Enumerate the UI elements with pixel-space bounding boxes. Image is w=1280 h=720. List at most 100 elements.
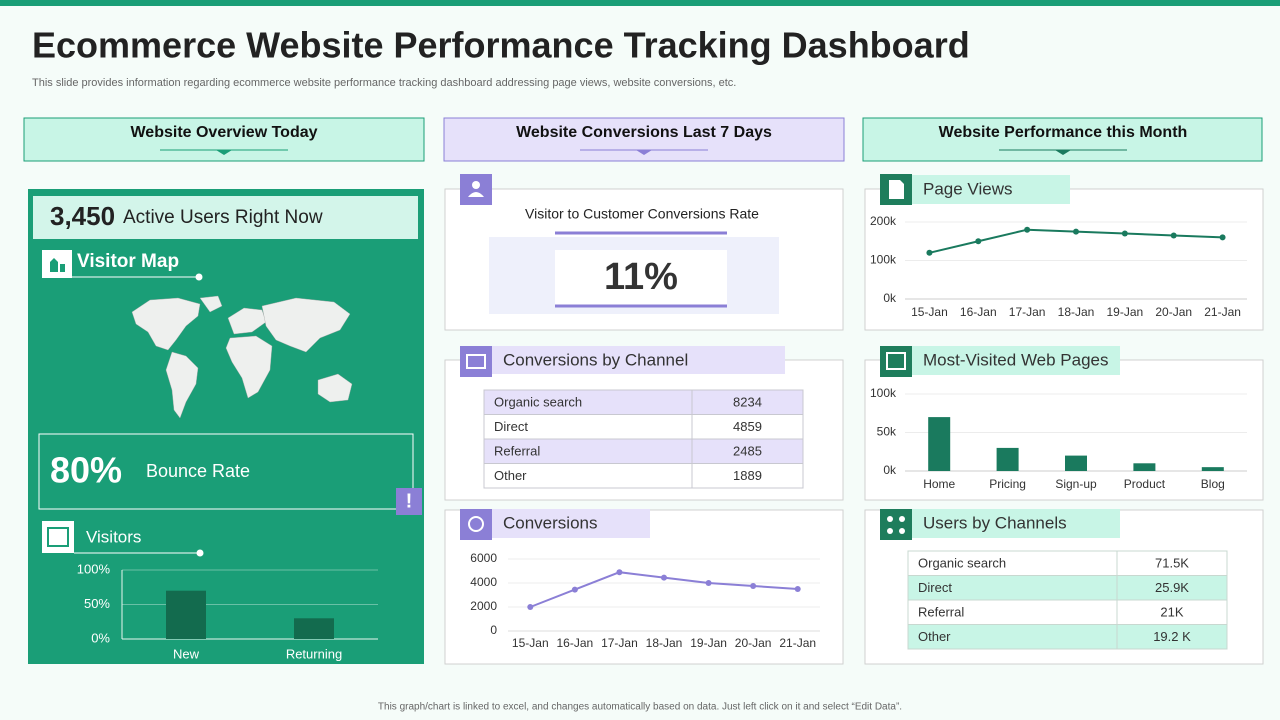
africa bbox=[225, 335, 273, 399]
x-tick-label: 19-Jan bbox=[690, 636, 727, 650]
table-cell: 19.2 K bbox=[1153, 629, 1191, 644]
label-box bbox=[912, 346, 1120, 375]
table-cell: Organic search bbox=[494, 395, 582, 410]
x-tick-label: Product bbox=[1124, 477, 1166, 491]
table-row bbox=[483, 414, 804, 440]
x-tick-label: 16-Jan bbox=[960, 305, 997, 319]
table-cell: 8234 bbox=[733, 395, 762, 410]
icon-glyph bbox=[468, 516, 484, 532]
panel-icon bbox=[880, 509, 912, 540]
y-tick-label: 0 bbox=[490, 623, 497, 637]
table-cell: Direct bbox=[494, 419, 528, 434]
y-tick-label: 0k bbox=[883, 291, 897, 305]
icon-glyph bbox=[899, 528, 905, 534]
top-bar bbox=[0, 0, 1280, 6]
x-tick-label: 18-Jan bbox=[1058, 305, 1095, 319]
table-cell: 71.5K bbox=[1155, 556, 1189, 571]
table-cell: Referral bbox=[494, 444, 540, 459]
icon-glyph bbox=[889, 180, 904, 199]
x-tick-label: 20-Jan bbox=[735, 636, 772, 650]
bar bbox=[1133, 463, 1156, 471]
panel-title: Conversions by Channel bbox=[503, 350, 688, 369]
underline-dot bbox=[195, 273, 203, 281]
x-tick-label: 20-Jan bbox=[1155, 305, 1192, 319]
table-cell: 4859 bbox=[733, 419, 762, 434]
x-tick-label: Blog bbox=[1201, 477, 1225, 491]
panel-title: Users by Channels bbox=[923, 513, 1067, 532]
bar bbox=[1065, 455, 1087, 471]
icon-glyph bbox=[472, 181, 480, 189]
title: Ecommerce Website Performance Tracking D… bbox=[32, 25, 970, 66]
point bbox=[1121, 230, 1128, 237]
section-title: Website Performance this Month bbox=[939, 124, 1188, 141]
table-row bbox=[483, 463, 804, 489]
rate-value: 11% bbox=[604, 256, 678, 298]
point bbox=[705, 580, 712, 586]
overview-panel bbox=[28, 189, 424, 664]
panel-title: Most-Visited Web Pages bbox=[923, 350, 1109, 369]
australia bbox=[317, 373, 353, 403]
pointer bbox=[636, 150, 652, 155]
subtitle: This slide provides information regardin… bbox=[32, 77, 736, 89]
section-header: Website Overview Today bbox=[23, 117, 425, 162]
bar bbox=[1201, 467, 1224, 471]
label-box bbox=[912, 509, 1120, 538]
alert-badge bbox=[396, 488, 422, 515]
panel-title: Page Views bbox=[923, 179, 1012, 198]
point bbox=[1170, 232, 1177, 239]
pointer bbox=[1055, 150, 1071, 155]
label-box bbox=[912, 175, 1070, 204]
icon-glyph bbox=[886, 352, 906, 370]
table-cell: 25.9K bbox=[1155, 580, 1189, 595]
icon-glyph bbox=[887, 528, 893, 534]
point bbox=[750, 583, 757, 589]
table-cell: 21K bbox=[1160, 605, 1183, 620]
y-tick-label: 6000 bbox=[470, 551, 497, 565]
label-box bbox=[492, 509, 650, 538]
underline-dot bbox=[196, 549, 204, 557]
x-tick-label: 17-Jan bbox=[601, 636, 638, 650]
table-row bbox=[907, 599, 1228, 625]
y-tick-label: 2000 bbox=[470, 599, 497, 613]
panel bbox=[864, 188, 1264, 331]
y-tick-label: 200k bbox=[870, 214, 897, 228]
bounce-box bbox=[38, 433, 414, 510]
table-cell: 2485 bbox=[733, 444, 762, 459]
table-cell: Direct bbox=[918, 580, 952, 595]
x-tick-label: Home bbox=[923, 477, 955, 491]
point bbox=[661, 574, 667, 581]
point bbox=[1219, 234, 1226, 241]
y-tick-label: 0k bbox=[883, 463, 897, 477]
south-america bbox=[165, 351, 199, 419]
x-tick-label: 17-Jan bbox=[1009, 305, 1046, 319]
x-tick-label: 21-Jan bbox=[1204, 305, 1241, 319]
x-tick-label: Sign-up bbox=[1055, 477, 1097, 491]
table-row bbox=[483, 389, 804, 415]
table-cell: Other bbox=[918, 629, 951, 644]
x-tick-label: 19-Jan bbox=[1107, 305, 1144, 319]
x-tick-label: Pricing bbox=[989, 477, 1026, 491]
map-title: Visitor Map bbox=[77, 251, 179, 272]
panel-icon bbox=[460, 509, 492, 540]
visitors-icon bbox=[42, 521, 74, 553]
point bbox=[1024, 226, 1031, 233]
y-tick-label: 50% bbox=[84, 596, 110, 611]
y-tick-label: 100k bbox=[870, 253, 897, 267]
point bbox=[571, 586, 578, 593]
point bbox=[975, 238, 982, 245]
table-row bbox=[907, 624, 1228, 650]
y-tick-label: 100% bbox=[77, 561, 111, 576]
active-users: 3,450 bbox=[50, 201, 115, 231]
label-box bbox=[492, 346, 785, 374]
rate-card bbox=[555, 250, 727, 307]
pointer bbox=[216, 150, 232, 155]
y-tick-label: 0% bbox=[91, 630, 110, 645]
table-cell: 1889 bbox=[733, 468, 762, 483]
bounce-rate: 80% bbox=[50, 450, 122, 491]
icon-glyph bbox=[47, 527, 69, 547]
world-map bbox=[131, 295, 353, 419]
x-tick-label: 18-Jan bbox=[646, 636, 683, 650]
table-cell: Referral bbox=[918, 605, 964, 620]
section-header: Website Conversions Last 7 Days bbox=[443, 117, 845, 162]
bounce-label: Bounce Rate bbox=[146, 461, 250, 481]
